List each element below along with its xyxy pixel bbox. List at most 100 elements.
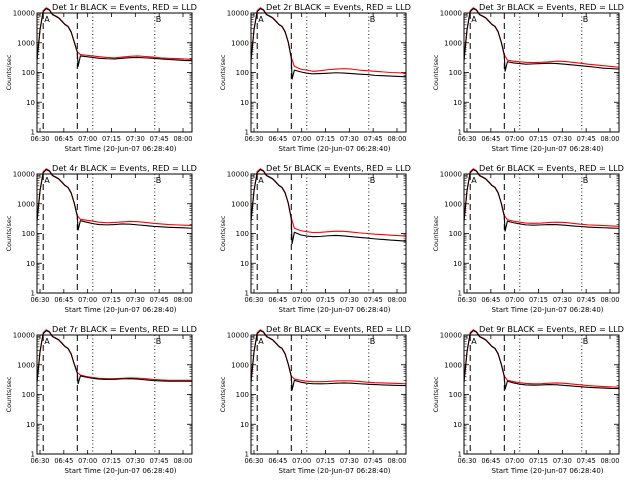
series-line-events <box>251 169 406 245</box>
marker-label-a: A <box>44 337 50 346</box>
series-lines <box>464 168 619 232</box>
x-tick-label: 06:45 <box>268 135 287 143</box>
marker-label-a: A <box>471 15 477 24</box>
series-line-lld <box>37 7 192 60</box>
y-tick-label: 1 <box>458 451 462 459</box>
y-axis-label: Counts/sec <box>219 54 227 90</box>
y-tick-label: 1 <box>458 290 462 298</box>
series-line-events <box>251 8 406 80</box>
x-tick-label: 06:45 <box>268 296 287 304</box>
chart-panel-4: Det 4r BLACK = Events, RED = LLD Counts/s… <box>5 163 197 314</box>
y-axis-label: Counts/sec <box>5 54 13 90</box>
series-line-lld <box>464 7 619 68</box>
x-tick-label: 08:00 <box>387 296 406 304</box>
x-tick-label: 06:45 <box>54 296 73 304</box>
x-tick-label: 08:00 <box>173 135 192 143</box>
y-tick-label: 1000 <box>231 39 249 47</box>
y-tick-label: 1000 <box>231 361 249 369</box>
x-tick-label: 07:45 <box>577 457 596 465</box>
series-line-events <box>464 330 619 390</box>
plot-frame <box>250 334 407 455</box>
chart-panel-6: Det 6r BLACK = Events, RED = LLD Counts/s… <box>432 163 624 314</box>
chart-title: Det 4r BLACK = Events, RED = LLD <box>52 163 197 173</box>
y-axis-label: Counts/sec <box>219 215 227 251</box>
marker-label-b: B <box>370 176 376 185</box>
y-tick-label: 1 <box>245 451 249 459</box>
x-tick-label: 06:30 <box>244 296 263 304</box>
marker-label-a: A <box>44 176 50 185</box>
y-tick-label: 10 <box>240 260 249 268</box>
y-tick-label: 10000 <box>440 10 462 18</box>
marker-label-b: B <box>370 337 376 346</box>
series-line-events <box>464 169 619 232</box>
x-tick-label: 07:15 <box>529 135 548 143</box>
series-line-lld <box>251 329 406 385</box>
y-tick-label: 10 <box>26 99 35 107</box>
x-axis-label: Start Time (20-Jun-07 06:28:40) <box>65 145 177 153</box>
y-tick-label: 10000 <box>440 332 462 340</box>
series-line-lld <box>251 168 406 237</box>
plot-frame <box>36 334 193 455</box>
plot-frame <box>36 173 193 294</box>
x-tick-label: 06:30 <box>244 135 263 143</box>
series-lines <box>464 329 619 390</box>
series-line-events <box>37 8 192 67</box>
x-tick-label: 06:45 <box>268 457 287 465</box>
y-tick-label: 10 <box>453 260 462 268</box>
y-axis-label: Counts/sec <box>432 215 440 251</box>
x-tick-label: 07:30 <box>340 296 359 304</box>
y-tick-label: 10000 <box>227 171 249 179</box>
x-tick-label: 07:30 <box>126 457 145 465</box>
series-line-lld <box>37 168 192 227</box>
x-tick-label: 07:45 <box>364 296 383 304</box>
x-axis-label: Start Time (20-Jun-07 06:28:40) <box>65 306 177 314</box>
chart-panel-8: Det 8r BLACK = Events, RED = LLD Counts/s… <box>219 324 411 475</box>
marker-label-b: B <box>583 337 589 346</box>
x-tick-label: 06:45 <box>481 457 500 465</box>
x-tick-label: 07:30 <box>340 135 359 143</box>
x-tick-label: 07:00 <box>78 296 97 304</box>
series-line-events <box>37 169 192 231</box>
chart-panel-1: Det 1r BLACK = Events, RED = LLD Counts/s… <box>5 2 197 153</box>
y-tick-label: 10000 <box>13 171 35 179</box>
x-tick-label: 07:15 <box>316 296 335 304</box>
series-line-lld <box>251 7 406 74</box>
x-tick-label: 06:45 <box>54 457 73 465</box>
chart-panel-2: Det 2r BLACK = Events, RED = LLD Counts/s… <box>219 2 411 153</box>
marker-label-a: A <box>258 176 264 185</box>
series-line-lld <box>37 329 192 381</box>
x-tick-label: 06:30 <box>244 457 263 465</box>
x-tick-label: 07:00 <box>78 457 97 465</box>
x-tick-label: 07:30 <box>126 135 145 143</box>
y-axis-label: Counts/sec <box>5 376 13 412</box>
x-tick-label: 07:30 <box>553 457 572 465</box>
x-tick-label: 07:45 <box>364 457 383 465</box>
x-tick-label: 07:15 <box>102 296 121 304</box>
y-tick-label: 1000 <box>231 200 249 208</box>
y-tick-label: 10000 <box>440 171 462 179</box>
y-tick-label: 100 <box>22 69 35 77</box>
x-tick-label: 07:15 <box>102 135 121 143</box>
x-tick-label: 07:45 <box>150 457 169 465</box>
x-tick-label: 07:00 <box>505 296 524 304</box>
x-tick-label: 07:00 <box>78 135 97 143</box>
x-tick-label: 07:30 <box>126 296 145 304</box>
x-axis-label: Start Time (20-Jun-07 06:28:40) <box>492 467 604 475</box>
y-tick-label: 1 <box>31 129 35 137</box>
x-axis-label: Start Time (20-Jun-07 06:28:40) <box>492 306 604 314</box>
series-line-events <box>251 330 406 391</box>
marker-label-a: A <box>471 176 477 185</box>
y-tick-label: 1000 <box>444 200 462 208</box>
series-line-events <box>464 8 619 72</box>
plot-frame <box>250 12 407 133</box>
x-tick-label: 06:45 <box>481 135 500 143</box>
y-tick-label: 10000 <box>227 332 249 340</box>
y-tick-label: 10000 <box>13 10 35 18</box>
chart-panel-7: Det 7r BLACK = Events, RED = LLD Counts/s… <box>5 324 197 475</box>
x-tick-label: 07:00 <box>292 135 311 143</box>
x-tick-label: 07:45 <box>364 135 383 143</box>
marker-label-b: B <box>156 337 162 346</box>
x-tick-label: 06:30 <box>457 457 476 465</box>
